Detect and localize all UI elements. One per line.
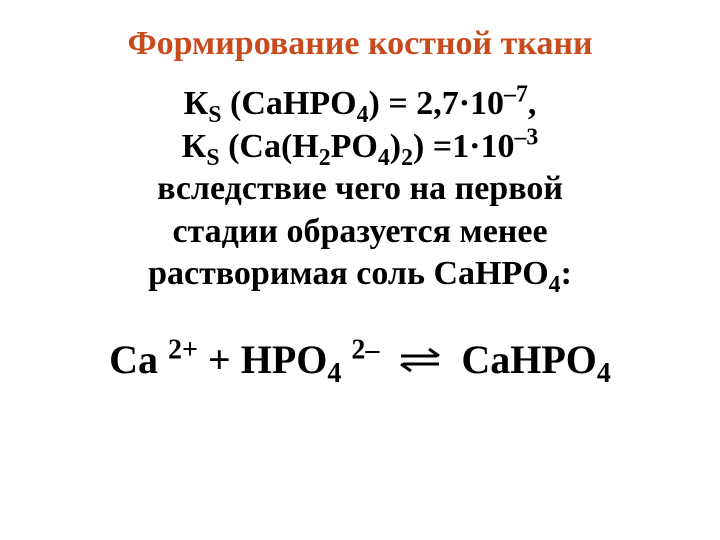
- text-line-4: стадии образуется менее: [172, 213, 547, 250]
- text-line-3: вследствие чего на первой: [157, 170, 563, 207]
- text-line-5: растворимая соль CaHPO4:: [148, 255, 572, 292]
- slide-container: Формирование костной ткани КS (CaHPO4) =…: [0, 0, 720, 540]
- slide-title: Формирование костной ткани: [40, 25, 680, 63]
- ks-line-2: КS (Ca(H2PO4)2) =1·10–3: [182, 128, 539, 165]
- chemical-equation: Ca 2+ + HPO4 2– CaHPO4: [40, 336, 680, 387]
- body-text-block: КS (CaHPO4) = 2,7·10–7, КS (Ca(H2PO4)2) …: [40, 83, 680, 296]
- ks-line-1: КS (CaHPO4) = 2,7·10–7,: [184, 85, 537, 122]
- equilibrium-arrow-icon: [397, 338, 443, 385]
